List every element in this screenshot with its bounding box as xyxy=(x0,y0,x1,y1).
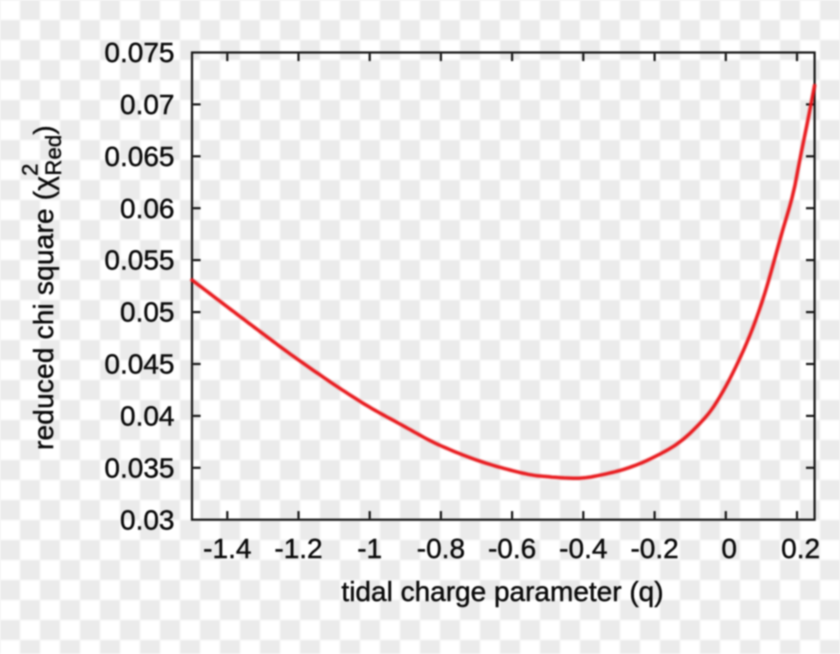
svg-text:0: 0 xyxy=(721,533,737,564)
svg-text:-0.4: -0.4 xyxy=(559,533,607,564)
svg-text:0.055: 0.055 xyxy=(104,245,174,276)
svg-text:-1.2: -1.2 xyxy=(274,533,322,564)
svg-text:0.075: 0.075 xyxy=(104,37,174,68)
svg-text:0.03: 0.03 xyxy=(120,504,175,535)
svg-text:0.05: 0.05 xyxy=(120,297,175,328)
svg-text:0.065: 0.065 xyxy=(104,141,174,172)
svg-text:tidal charge parameter (q): tidal charge parameter (q) xyxy=(341,576,663,607)
svg-text:0.2: 0.2 xyxy=(781,533,820,564)
svg-text:0.04: 0.04 xyxy=(120,401,175,432)
svg-text:0.045: 0.045 xyxy=(104,349,174,380)
svg-text:0.07: 0.07 xyxy=(120,89,175,120)
svg-text:0.035: 0.035 xyxy=(104,452,174,483)
svg-text:-0.6: -0.6 xyxy=(488,533,536,564)
svg-text:0.06: 0.06 xyxy=(120,193,175,224)
svg-text:reduced chi square (χ2Red): reduced chi square (χ2Red) xyxy=(18,125,66,450)
svg-text:-1.4: -1.4 xyxy=(203,533,251,564)
svg-text:-1: -1 xyxy=(357,533,382,564)
svg-text:-0.2: -0.2 xyxy=(630,533,678,564)
svg-text:-0.8: -0.8 xyxy=(417,533,465,564)
